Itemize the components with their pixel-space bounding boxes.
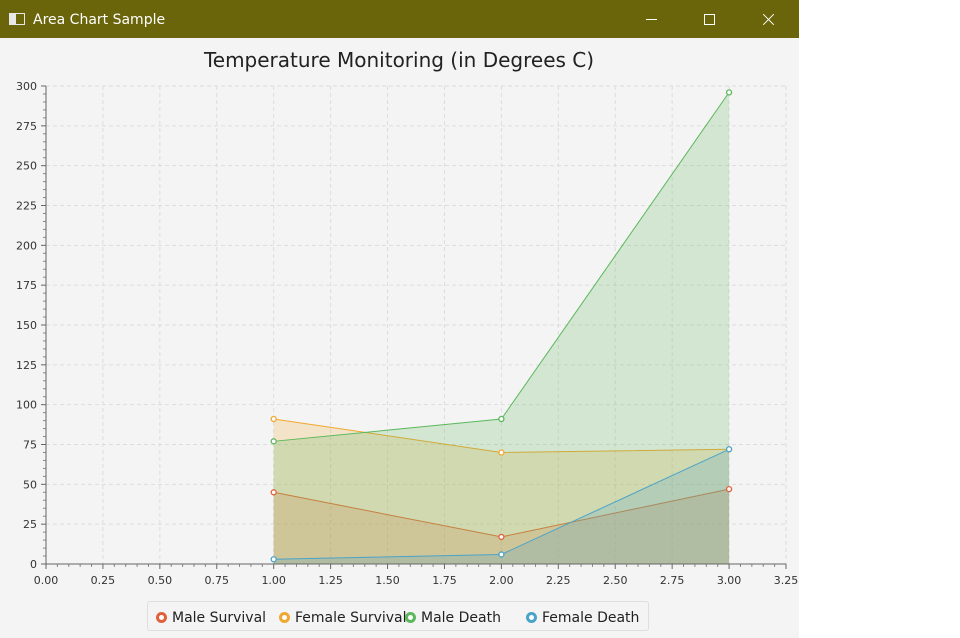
y-tick-label: 0 [30, 558, 37, 571]
x-tick-label: 1.25 [318, 574, 343, 587]
area-fill-series-1 [273, 419, 730, 564]
close-button[interactable] [740, 0, 798, 38]
legend-label: Male Death [421, 610, 501, 626]
y-tick-label: 125 [16, 359, 37, 372]
x-tick-label: 0.25 [91, 574, 116, 587]
y-tick-label: 75 [23, 439, 37, 452]
y-tick-label: 25 [23, 518, 37, 531]
y-tick-label: 300 [16, 80, 37, 93]
data-point [270, 489, 277, 496]
data-point [498, 551, 505, 558]
x-tick-label: 1.75 [432, 574, 457, 587]
x-tick-label: 2.25 [546, 574, 571, 587]
x-tick-label: 1.50 [375, 574, 400, 587]
area-fill-series-2 [273, 92, 730, 564]
x-tick-label: 3.00 [717, 574, 742, 587]
window-title: Area Chart Sample [33, 12, 166, 28]
data-point [270, 438, 277, 445]
area-fill-series-3 [273, 449, 730, 564]
legend-swatch [156, 612, 167, 623]
y-tick-label: 175 [16, 279, 37, 292]
data-point [270, 415, 277, 423]
area-chart: Temperature Monitoring (in Degrees C) 0.… [16, 48, 798, 587]
plot-areas [273, 92, 730, 564]
y-tick-label: 150 [16, 319, 37, 332]
data-point [498, 449, 505, 456]
x-tick-label: 2.75 [660, 574, 685, 587]
data-point [725, 89, 733, 96]
chart-title: Temperature Monitoring (in Degrees C) [203, 48, 594, 72]
grid-lines [46, 85, 787, 564]
maximize-button[interactable] [680, 0, 738, 38]
y-tick-label: 100 [16, 399, 37, 412]
axes: 0.00 0.25 0.50 0.75 1.00 1.25 1.50 1.75 2.00 2.25… [16, 80, 798, 587]
x-tick-label: 0.75 [205, 574, 230, 587]
x-tick-label: 0.00 [34, 574, 59, 587]
x-tick-label: 0.50 [148, 574, 173, 587]
data-point [270, 556, 277, 563]
minimize-icon [646, 19, 657, 20]
x-tick-label: 2.00 [489, 574, 514, 587]
chart-legend: Male Survival Female Survival Male Death Fe… [147, 601, 649, 631]
x-tick-label: 2.50 [603, 574, 628, 587]
legend-label: Male Survival [172, 610, 267, 626]
data-point [498, 533, 505, 541]
title-bar[interactable]: Area Chart Sample [0, 0, 799, 38]
y-tick-label: 275 [16, 120, 37, 133]
y-tick-label: 225 [16, 200, 37, 213]
x-tick-label: 3.25 [774, 574, 799, 587]
app-window: Area Chart Sample Temperature Monitoring… [0, 0, 799, 638]
y-tick-label: 200 [16, 239, 37, 252]
y-tick-label: 250 [16, 160, 37, 173]
legend-swatch [405, 612, 416, 623]
minimize-button[interactable] [622, 0, 680, 38]
data-point [498, 415, 505, 423]
legend-swatch [279, 612, 290, 623]
x-tick-label: 1.00 [261, 574, 286, 587]
close-icon [762, 13, 775, 26]
data-point [725, 446, 733, 453]
data-point [725, 485, 733, 493]
y-tick-label: 50 [23, 478, 37, 491]
legend-label: Female Death [542, 610, 640, 626]
data-points [270, 89, 733, 563]
area-fill-series-0 [273, 489, 730, 564]
app-window-icon [9, 13, 25, 25]
legend-swatch [526, 612, 537, 623]
maximize-icon [704, 14, 715, 25]
legend-label: Female Survival [295, 610, 407, 626]
